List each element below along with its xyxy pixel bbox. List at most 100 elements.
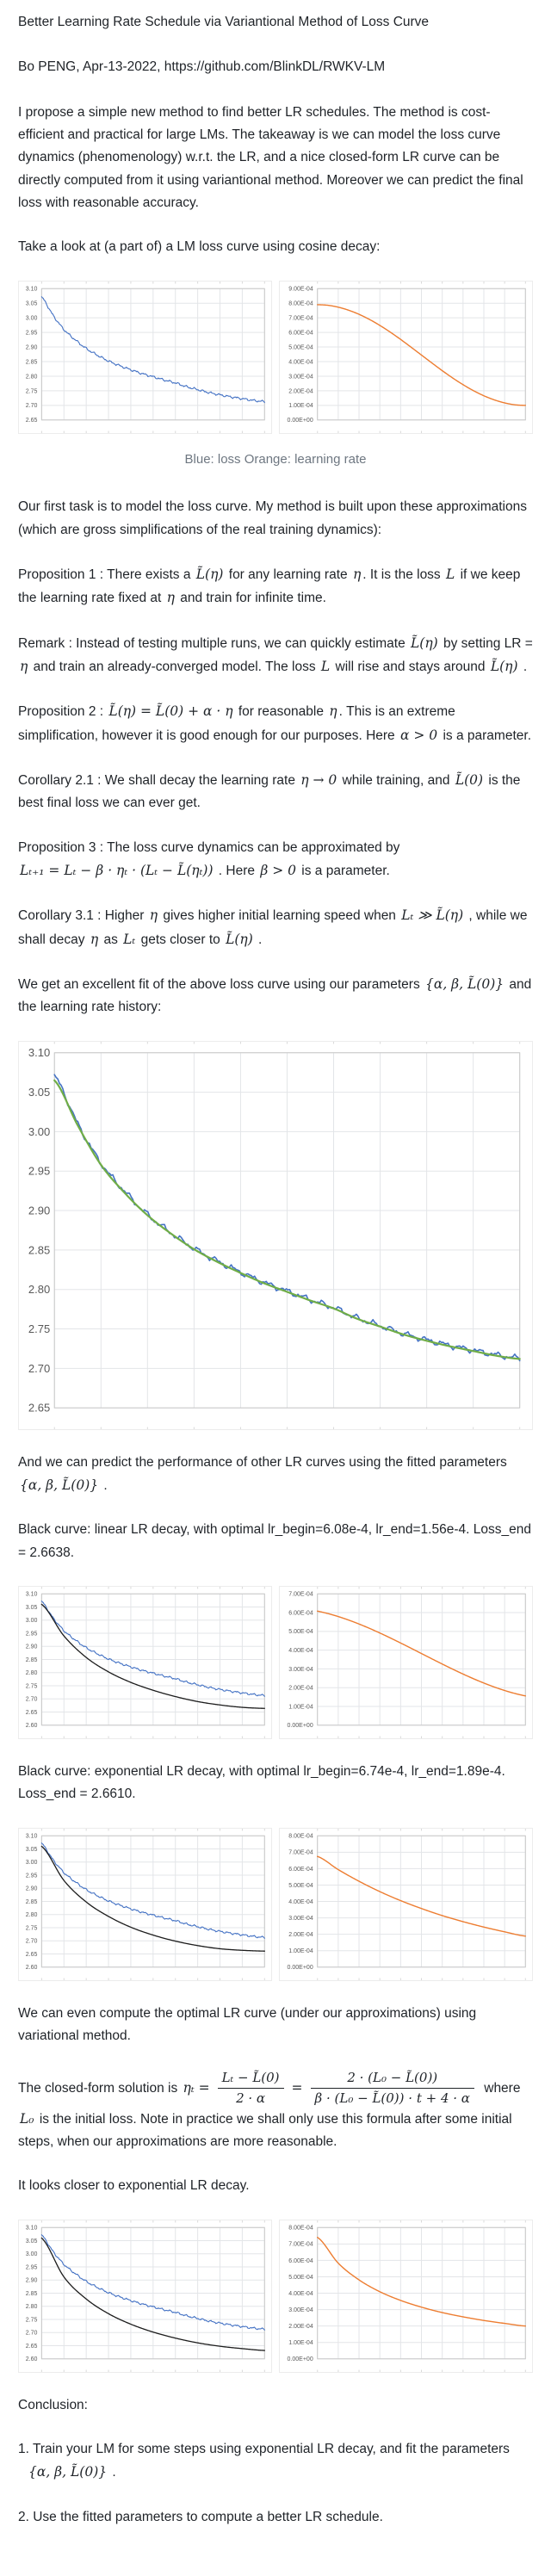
math-inline: L̃(η) — [490, 658, 518, 674]
svg-text:2.90: 2.90 — [28, 1204, 50, 1217]
corollary-3-1: Corollary 3.1 : Higher η gives higher in… — [18, 907, 528, 947]
svg-text:2.65: 2.65 — [28, 1401, 50, 1414]
svg-text:2.75: 2.75 — [26, 388, 38, 394]
svg-text:3.10: 3.10 — [26, 286, 38, 292]
svg-text:2.85: 2.85 — [26, 2290, 38, 2296]
svg-text:2.95: 2.95 — [28, 1164, 50, 1177]
svg-text:2.70: 2.70 — [26, 1697, 38, 1703]
svg-text:3.10: 3.10 — [26, 2225, 38, 2231]
math-inline: ηₜ = — [183, 2079, 210, 2096]
remark: Remark : Instead of testing multiple run… — [18, 635, 533, 674]
paragraph-variational: We can even compute the optimal LR curve… — [18, 2005, 477, 2044]
svg-text:2.65: 2.65 — [26, 418, 38, 424]
chart-caption: Blue: loss Orange: learning rate — [184, 451, 367, 467]
svg-text:3.10: 3.10 — [26, 1592, 38, 1598]
svg-text:5.00E-04: 5.00E-04 — [288, 1883, 313, 1889]
svg-text:3.00E-04: 3.00E-04 — [288, 1667, 313, 1673]
proposition-3: Proposition 3 : The loss curve dynamics … — [18, 839, 400, 879]
chart-pair-cosine: 3.10 3.05 3.00 2.95 2.90 2.85 2.80 2.75 2.70 2.65… — [18, 280, 533, 434]
svg-text:8.00E-04: 8.00E-04 — [288, 300, 313, 307]
math-inline: = — [291, 2079, 303, 2096]
paragraph-intro: I propose a simple new method to find be… — [18, 104, 523, 211]
svg-text:6.00E-04: 6.00E-04 — [288, 1611, 313, 1617]
svg-text:3.05: 3.05 — [26, 300, 38, 307]
loss-fit-chart: 3.10 3.05 3.00 2.95 2.90 2.85 2.80 2.75 2.70 2.65 — [18, 1040, 533, 1430]
math-inline: L — [320, 658, 331, 674]
svg-text:2.80: 2.80 — [26, 2304, 38, 2310]
chart-pair-optimal: 3.10 3.05 3.00 2.95 2.90 2.85 2.80 2.75 2.70 2.65… — [18, 2219, 533, 2373]
svg-text:2.75: 2.75 — [26, 2317, 38, 2323]
svg-text:3.00E-04: 3.00E-04 — [288, 2307, 313, 2313]
svg-text:2.80: 2.80 — [26, 1670, 38, 1676]
conclusion-heading: Conclusion: — [18, 2397, 88, 2412]
math-inline: η — [329, 703, 337, 720]
svg-text:3.00: 3.00 — [28, 1125, 50, 1138]
math-inline: Lₜ₊₁ = Lₜ − β · ηₜ · (Lₜ − L̃(ηₜ)) — [20, 863, 214, 879]
svg-text:2.65: 2.65 — [26, 1952, 38, 1958]
svg-text:3.00: 3.00 — [26, 315, 38, 321]
svg-text:7.00E-04: 7.00E-04 — [288, 315, 313, 321]
svg-text:2.85: 2.85 — [26, 1899, 38, 1905]
svg-text:7.00E-04: 7.00E-04 — [288, 2241, 313, 2247]
svg-text:3.05: 3.05 — [26, 1847, 38, 1853]
svg-text:6.00E-04: 6.00E-04 — [288, 2257, 313, 2263]
svg-text:5.00E-04: 5.00E-04 — [288, 2274, 313, 2280]
paragraph-looks-closer: It looks closer to exponential LR decay. — [18, 2178, 250, 2194]
svg-text:1.00E-04: 1.00E-04 — [288, 403, 313, 409]
math-fraction: Lₜ − L̃(0) 2 · α — [217, 2070, 284, 2108]
svg-text:3.00: 3.00 — [26, 1860, 38, 1866]
svg-text:0.00E+00: 0.00E+00 — [288, 1965, 313, 1971]
svg-text:8.00E-04: 8.00E-04 — [288, 2225, 313, 2231]
math-inline: η — [352, 566, 362, 582]
lr-chart-cosine: 9.00E-04 8.00E-04 7.00E-04 6.00E-04 5.00E-04… — [279, 280, 533, 434]
math-inline: β > 0 — [260, 863, 296, 879]
math-inline: {α, β, L̃(0)} — [28, 2464, 108, 2480]
math-inline: η — [90, 931, 99, 947]
math-inline: L — [446, 566, 455, 582]
paragraph-predict: And we can predict the performance of ot… — [18, 1454, 507, 1494]
svg-text:2.95: 2.95 — [26, 1632, 38, 1638]
svg-text:3.10: 3.10 — [28, 1046, 50, 1059]
math-inline: L̃(η) — [226, 931, 253, 947]
svg-text:3.10: 3.10 — [26, 1833, 38, 1839]
proposition-2: Proposition 2 : L̃(η) = L̃(0) + α · η fo… — [18, 703, 531, 743]
math-inline: Lₜ ≫ L̃(η) — [401, 907, 464, 924]
math-inline: L₀ — [20, 2110, 34, 2127]
svg-text:2.85: 2.85 — [26, 1657, 38, 1663]
svg-text:4.00E-04: 4.00E-04 — [288, 359, 313, 365]
paragraph-linear-decay: Black curve: linear LR decay, with optim… — [18, 1522, 531, 1560]
svg-text:8.00E-04: 8.00E-04 — [288, 1833, 313, 1839]
svg-text:2.85: 2.85 — [26, 359, 38, 365]
svg-text:2.90: 2.90 — [26, 1886, 38, 1892]
page-title: Better Learning Rate Schedule via Varian… — [18, 15, 430, 29]
svg-text:0.00E+00: 0.00E+00 — [288, 2356, 313, 2362]
loss-chart-exponential: 3.10 3.05 3.00 2.95 2.90 2.85 2.80 2.75 2.70 2.65… — [18, 1827, 272, 1981]
math-inline: L̃(η) = L̃(0) + α · η — [108, 703, 233, 720]
loss-chart-optimal: 3.10 3.05 3.00 2.95 2.90 2.85 2.80 2.75 2.70 2.65… — [18, 2219, 272, 2373]
paragraph-closed-form: The closed-form solution is ηₜ = Lₜ − L̃(… — [18, 2069, 521, 2149]
svg-text:2.65: 2.65 — [26, 1710, 38, 1716]
math-inline: {α, β, L̃(0)} — [20, 1477, 99, 1494]
svg-text:2.95: 2.95 — [26, 2264, 38, 2270]
svg-text:2.80: 2.80 — [28, 1283, 50, 1296]
svg-text:2.00E-04: 2.00E-04 — [288, 1932, 313, 1938]
lr-chart-optimal: 8.00E-04 7.00E-04 6.00E-04 5.00E-04 4.00E-04… — [279, 2219, 533, 2373]
svg-text:1.00E-04: 1.00E-04 — [288, 1948, 313, 1954]
svg-text:3.00E-04: 3.00E-04 — [288, 1916, 313, 1922]
svg-text:2.80: 2.80 — [26, 374, 38, 380]
paragraph-first-task: Our first task is to model the loss curv… — [18, 499, 527, 537]
svg-text:2.60: 2.60 — [26, 1965, 38, 1971]
svg-text:5.00E-04: 5.00E-04 — [288, 1629, 313, 1635]
svg-text:3.00E-04: 3.00E-04 — [288, 374, 313, 380]
math-inline: L̃(0) — [455, 772, 484, 788]
math-inline: η — [20, 658, 28, 674]
svg-text:3.05: 3.05 — [28, 1086, 50, 1099]
svg-text:2.90: 2.90 — [26, 1644, 38, 1650]
svg-text:3.00: 3.00 — [26, 1618, 38, 1624]
svg-text:2.00E-04: 2.00E-04 — [288, 1686, 313, 1692]
chart-pair-exponential: 3.10 3.05 3.00 2.95 2.90 2.85 2.80 2.75 2.70 2.65… — [18, 1827, 533, 1981]
svg-text:3.00: 3.00 — [26, 2251, 38, 2257]
svg-text:1.00E-04: 1.00E-04 — [288, 2340, 313, 2346]
math-inline: {α, β, L̃(0)} — [425, 976, 505, 993]
